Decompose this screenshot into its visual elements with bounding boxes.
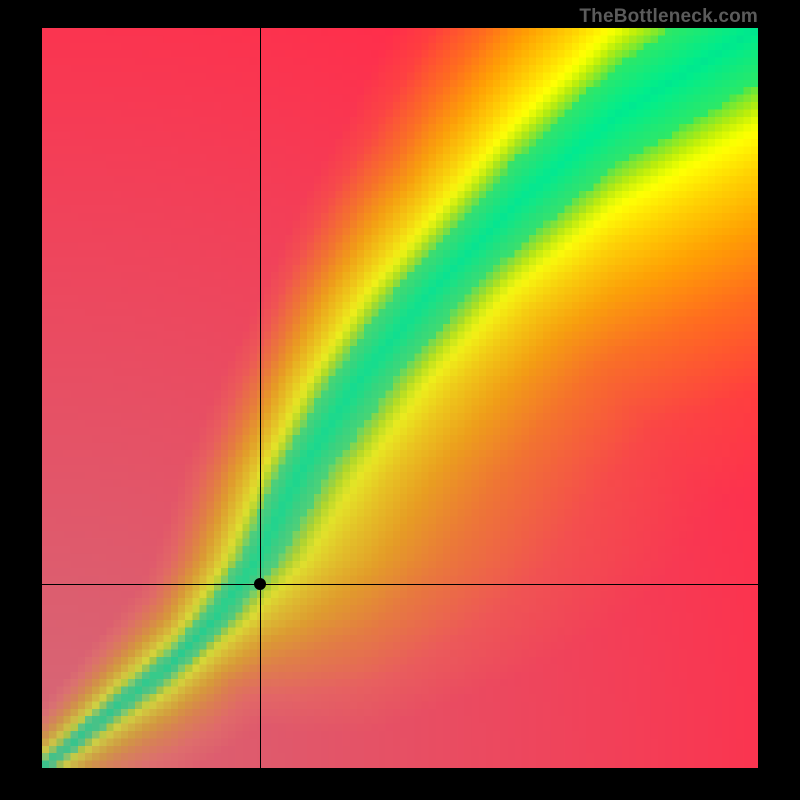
crosshair-marker [254,578,266,590]
watermark-text: TheBottleneck.com [579,6,758,28]
chart-container: TheBottleneck.com [0,0,800,800]
crosshair-horizontal [42,584,758,585]
crosshair-vertical [260,28,261,768]
plot-frame [42,28,758,768]
bottleneck-heatmap [42,28,758,768]
